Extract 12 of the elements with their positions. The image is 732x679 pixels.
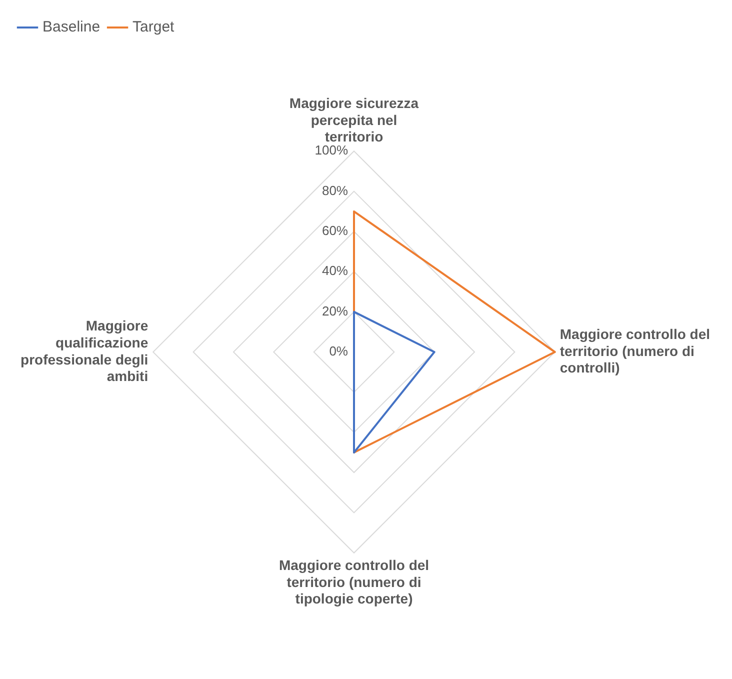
legend-label: Baseline [42, 18, 100, 36]
spoke-label: Maggiore sicurezza percepita nel territorio [289, 94, 419, 145]
y-tick-label: 40% [322, 263, 348, 278]
y-tick-label: 20% [322, 303, 348, 318]
y-tick-label: 80% [322, 182, 348, 198]
y-tick-label: 0% [329, 344, 348, 359]
y-tick-label: 100% [314, 142, 348, 158]
y-tick-label: 60% [322, 223, 348, 238]
spoke-label: Maggiore qualificazione professionale degli ambiti [20, 318, 148, 384]
spoke-label: Maggiore controllo del territorio (numero di controlli) [560, 326, 710, 376]
spoke-label: Maggiore controllo del territorio (numero di tipologie coperte) [278, 557, 430, 607]
legend-label: Target [132, 18, 176, 36]
